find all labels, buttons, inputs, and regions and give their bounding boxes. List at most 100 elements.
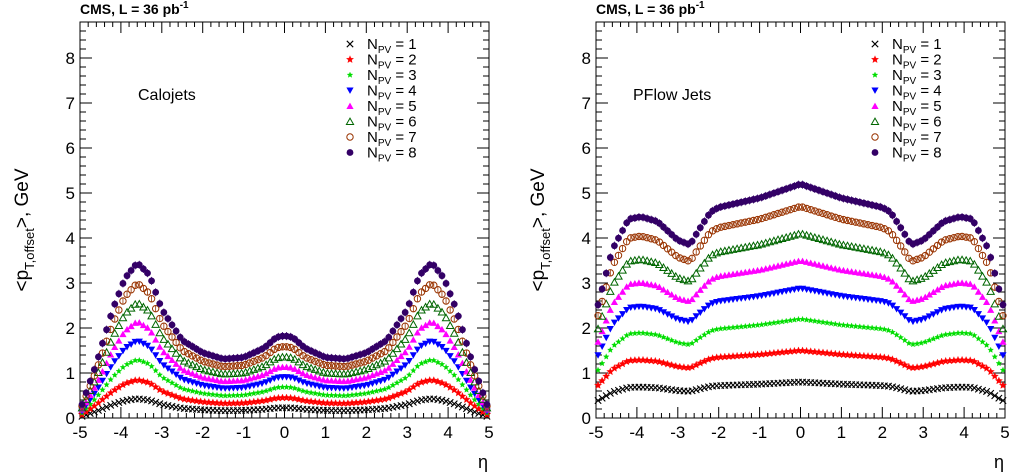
data-point bbox=[987, 346, 994, 353]
data-point bbox=[655, 307, 663, 314]
data-point bbox=[119, 297, 127, 305]
data-point bbox=[811, 207, 819, 215]
data-point bbox=[705, 211, 712, 219]
data-point bbox=[405, 400, 413, 408]
data-point bbox=[192, 362, 202, 371]
panel-label: PFlow Jets bbox=[633, 87, 711, 104]
data-point bbox=[78, 401, 86, 408]
data-point bbox=[786, 287, 794, 294]
data-point bbox=[871, 246, 881, 255]
data-point bbox=[745, 217, 754, 226]
data-point bbox=[679, 363, 688, 371]
data-point bbox=[179, 356, 189, 365]
data-point bbox=[430, 281, 438, 289]
data-point bbox=[213, 376, 221, 384]
data-point bbox=[408, 319, 418, 328]
data-point bbox=[417, 324, 426, 331]
data-point bbox=[654, 260, 664, 268]
data-point bbox=[836, 321, 843, 328]
y-tick-label: 5 bbox=[66, 184, 75, 203]
data-point bbox=[307, 372, 315, 380]
data-point bbox=[414, 277, 421, 285]
data-point bbox=[123, 361, 131, 368]
data-point bbox=[250, 390, 258, 397]
data-point bbox=[262, 369, 270, 377]
data-point bbox=[889, 328, 896, 335]
y-tick-label: 0 bbox=[582, 409, 591, 428]
data-point bbox=[762, 213, 770, 221]
data-point bbox=[770, 211, 778, 219]
data-point bbox=[167, 344, 177, 353]
data-point bbox=[397, 327, 405, 336]
y-label-tail: >, GeV bbox=[12, 168, 33, 228]
data-point bbox=[818, 235, 828, 244]
data-point bbox=[278, 343, 287, 351]
data-point bbox=[425, 281, 434, 289]
data-point bbox=[344, 392, 352, 399]
data-point bbox=[418, 360, 425, 367]
data-point bbox=[442, 363, 450, 371]
data-point bbox=[156, 300, 164, 308]
data-point bbox=[802, 204, 811, 213]
data-point bbox=[830, 238, 840, 247]
x-tick-label: -3 bbox=[670, 423, 685, 442]
data-point bbox=[700, 306, 708, 313]
data-point bbox=[172, 371, 180, 379]
y-label-main: <p bbox=[528, 270, 549, 292]
data-point bbox=[831, 213, 839, 221]
data-point bbox=[225, 362, 233, 370]
data-point bbox=[377, 386, 384, 393]
data-point bbox=[688, 387, 696, 395]
data-point bbox=[270, 375, 278, 383]
data-point bbox=[77, 403, 87, 412]
data-point bbox=[909, 318, 917, 326]
data-point bbox=[147, 295, 156, 303]
data-point bbox=[156, 357, 164, 365]
data-point bbox=[803, 258, 811, 265]
data-point bbox=[348, 391, 356, 398]
data-point bbox=[609, 277, 619, 286]
data-point bbox=[139, 265, 147, 273]
data-point bbox=[897, 334, 904, 341]
data-point bbox=[619, 335, 626, 342]
legend-entry: NPV = 3 bbox=[892, 67, 942, 87]
data-point bbox=[409, 336, 417, 343]
data-point bbox=[302, 362, 312, 371]
data-point bbox=[937, 260, 947, 268]
data-point bbox=[143, 324, 152, 331]
data-point bbox=[242, 391, 249, 398]
data-point bbox=[639, 232, 647, 241]
data-point bbox=[868, 221, 876, 230]
data-point bbox=[762, 292, 770, 299]
data-point bbox=[123, 272, 131, 280]
data-point bbox=[433, 377, 442, 386]
x-tick-label: 4 bbox=[959, 423, 968, 442]
data-point bbox=[107, 401, 115, 409]
x-tick-label: 2 bbox=[362, 423, 371, 442]
data-point bbox=[438, 344, 446, 351]
data-point bbox=[458, 359, 467, 366]
data-point bbox=[987, 389, 995, 397]
data-point bbox=[974, 288, 983, 295]
legend-prefix: N bbox=[367, 129, 378, 146]
data-point bbox=[192, 371, 201, 379]
data-point bbox=[327, 368, 336, 377]
data-point bbox=[409, 304, 418, 313]
data-point bbox=[983, 341, 990, 348]
header-text: CMS, L = 36 pb bbox=[80, 1, 180, 17]
data-point bbox=[138, 302, 148, 311]
data-point bbox=[814, 348, 823, 356]
data-point bbox=[877, 325, 884, 332]
data-point bbox=[856, 219, 864, 227]
data-point bbox=[930, 335, 937, 342]
data-point bbox=[115, 306, 123, 314]
legend-value: = 3 bbox=[916, 67, 941, 84]
data-point bbox=[315, 375, 323, 382]
data-point bbox=[856, 323, 864, 330]
data-point bbox=[246, 390, 253, 397]
data-point bbox=[139, 340, 147, 348]
data-point bbox=[389, 360, 397, 367]
data-point bbox=[266, 367, 274, 375]
